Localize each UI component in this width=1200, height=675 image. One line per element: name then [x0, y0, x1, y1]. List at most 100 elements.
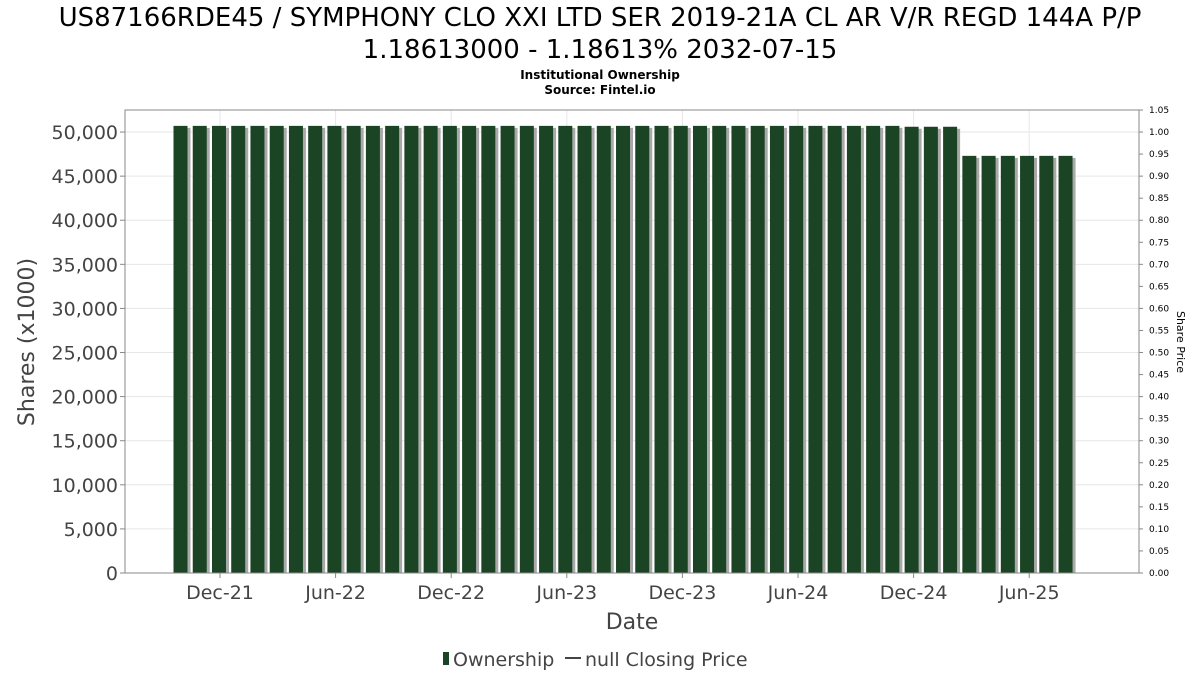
- legend: Ownership null Closing Price: [443, 649, 748, 671]
- y2-tick-label: 0.55: [1149, 326, 1169, 336]
- y-tick-label: 40,000: [52, 210, 118, 232]
- bar: [596, 125, 611, 574]
- y-axis-right: 0.00 0.05 0.10 0.15 0.20 0.25 0.30 0.35 0.40 0.45…: [1139, 106, 1169, 579]
- y2-tick-label: 0.80: [1149, 216, 1169, 226]
- bar: [231, 125, 246, 574]
- y2-tick-label: 0.50: [1149, 349, 1169, 359]
- y2-tick-label: 0.05: [1149, 547, 1169, 557]
- y2-tick-label: 0.00: [1149, 569, 1169, 579]
- bar: [250, 125, 265, 574]
- bar: [539, 125, 554, 574]
- bar: [385, 125, 400, 574]
- bar: [269, 125, 284, 574]
- bar: [346, 125, 361, 574]
- bar: [1000, 155, 1015, 573]
- y-tick-label: 15,000: [52, 431, 118, 453]
- y-tick-label: 5,000: [64, 519, 118, 541]
- bar: [519, 125, 534, 574]
- x-tick-label: Jun-22: [304, 582, 366, 604]
- bar: [654, 125, 669, 574]
- x-tick-label: Dec-24: [880, 582, 948, 604]
- bar: [1058, 155, 1073, 573]
- y2-axis-title: Share Price: [1174, 311, 1187, 373]
- chart-subtitle: Institutional Ownership Source: Fintel.i…: [0, 68, 1200, 98]
- y2-tick-label: 1.00: [1149, 128, 1169, 138]
- bar: [769, 125, 784, 574]
- bar: [673, 125, 688, 574]
- bar: [500, 125, 515, 574]
- plot-area-frame: [124, 109, 1140, 574]
- y-tick-label: 20,000: [52, 387, 118, 409]
- bar: [462, 125, 477, 574]
- bar: [692, 125, 707, 574]
- x-axis: Dec-21 Jun-22 Dec-22 Jun-23 Dec-23 Jun-24 Dec-…: [186, 573, 1060, 604]
- bar: [962, 155, 977, 573]
- y2-tick-label: 0.75: [1149, 238, 1169, 248]
- y2-tick-label: 0.70: [1149, 260, 1169, 270]
- bar: [442, 125, 457, 574]
- bar: [750, 125, 765, 574]
- y2-tick-label: 0.10: [1149, 525, 1169, 535]
- legend-price-label: null Closing Price: [585, 649, 748, 671]
- y2-tick-label: 1.05: [1149, 106, 1169, 116]
- y2-tick-label: 0.60: [1149, 304, 1169, 314]
- bar: [712, 125, 727, 574]
- x-tick-label: Dec-21: [186, 582, 254, 604]
- x-tick-label: Dec-22: [417, 582, 485, 604]
- bar: [365, 125, 380, 574]
- bar: [558, 125, 573, 574]
- bar: [192, 125, 207, 574]
- y2-tick-label: 0.90: [1149, 172, 1169, 182]
- bar: [885, 125, 900, 574]
- y2-tick-label: 0.25: [1149, 459, 1169, 469]
- bar: [308, 125, 323, 574]
- bars: [173, 125, 1076, 574]
- bar: [327, 125, 342, 574]
- chart-subtitle-line2: Source: Fintel.io: [544, 83, 656, 97]
- chart-subtitle-line1: Institutional Ownership: [520, 68, 680, 82]
- bar: [923, 126, 938, 573]
- bar: [211, 125, 226, 574]
- bar: [789, 125, 804, 574]
- y2-tick-label: 0.30: [1149, 437, 1169, 447]
- bar: [404, 125, 419, 574]
- bar: [635, 125, 650, 574]
- y-axis-left: 0 5,000 10,000 15,000 20,000 25,000 30,000 35,0…: [52, 122, 125, 585]
- bar: [731, 125, 746, 574]
- y2-tick-label: 0.65: [1149, 282, 1169, 292]
- x-axis-title: Date: [606, 610, 659, 635]
- y-tick-label: 45,000: [52, 166, 118, 188]
- bar: [173, 125, 188, 574]
- bar: [827, 125, 842, 574]
- y2-tick-label: 0.20: [1149, 481, 1169, 491]
- y2-tick-label: 0.35: [1149, 415, 1169, 425]
- y-tick-label: 30,000: [52, 298, 118, 320]
- bar: [1039, 155, 1054, 573]
- chart-title-line2: 1.18613000 - 1.18613% 2032-07-15: [362, 35, 838, 65]
- bar: [288, 125, 303, 574]
- y2-tick-label: 0.45: [1149, 371, 1169, 381]
- y2-tick-label: 0.40: [1149, 393, 1169, 403]
- bar: [866, 125, 881, 574]
- y-tick-label: 0: [106, 563, 118, 585]
- bar: [1020, 155, 1035, 573]
- bar: [423, 125, 438, 574]
- bar: [846, 125, 861, 574]
- bar: [808, 125, 823, 574]
- chart-title-line1: US87166RDE45 / SYMPHONY CLO XXI LTD SER …: [58, 3, 1142, 33]
- bar: [481, 125, 496, 574]
- y-tick-label: 10,000: [52, 475, 118, 497]
- x-tick-label: Jun-24: [767, 582, 829, 604]
- legend-ownership-swatch: [443, 652, 449, 665]
- bar: [981, 155, 996, 573]
- chart-title: US87166RDE45 / SYMPHONY CLO XXI LTD SER …: [0, 2, 1200, 66]
- bar: [577, 125, 592, 574]
- y2-tick-label: 0.15: [1149, 503, 1169, 513]
- y-axis-title: Shares (x1000): [15, 258, 40, 426]
- x-tick-label: Jun-25: [998, 582, 1060, 604]
- y-tick-label: 25,000: [52, 343, 118, 365]
- bar: [616, 125, 631, 574]
- y-tick-label: 50,000: [52, 122, 118, 144]
- bar: [943, 126, 958, 573]
